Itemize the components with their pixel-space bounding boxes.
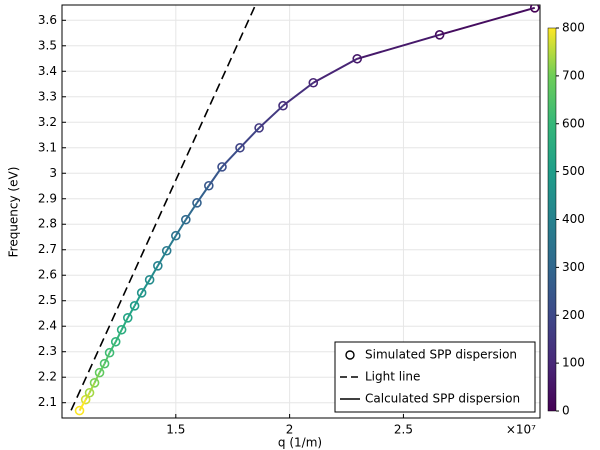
x-axis-label: q (1/m) — [278, 436, 322, 450]
y-tick-label: 2.5 — [38, 293, 57, 307]
line-segment — [282, 81, 314, 107]
colorbar-tick-label: 400 — [562, 212, 585, 226]
x-tick-label: 2 — [286, 423, 294, 437]
legend-box — [334, 341, 536, 413]
colorbar-tick-label: 600 — [562, 116, 585, 130]
marker — [89, 378, 100, 388]
marker — [99, 358, 110, 369]
line-segment — [165, 235, 177, 252]
y-tick-label: 2.7 — [38, 242, 57, 256]
colorbar-tick-label: 0 — [562, 404, 570, 418]
legend-label: Calculated SPP dispersion — [365, 392, 520, 406]
legend-label: Simulated SPP dispersion — [365, 348, 517, 362]
marker — [171, 230, 181, 241]
y-tick-label: 2.9 — [38, 191, 57, 205]
colorbar-tick-label: 700 — [562, 68, 585, 82]
colorbar-tick-label: 800 — [562, 21, 585, 35]
marker — [529, 5, 540, 13]
y-tick-label: 3.1 — [38, 140, 57, 154]
marker — [352, 53, 363, 64]
line — [70, 5, 257, 411]
y-tick-label: 2.3 — [38, 344, 57, 358]
marker — [192, 198, 202, 208]
line-segment — [207, 166, 223, 187]
line-segment — [140, 279, 151, 294]
marker — [308, 77, 319, 88]
marker — [84, 387, 95, 398]
y-tick-label: 2.8 — [38, 217, 57, 231]
y-axis-label: Frequency (eV) — [7, 167, 21, 258]
marker — [153, 261, 163, 271]
legend-label: Light line — [365, 370, 420, 384]
legend: Simulated SPP dispersion Light line Calcul… — [334, 341, 536, 413]
line-segment — [439, 6, 536, 36]
line-segment — [120, 317, 129, 331]
marker — [181, 214, 191, 225]
y-tick-label: 2.4 — [38, 319, 57, 333]
plot-frame — [61, 4, 541, 419]
y-tick-label: 3.6 — [38, 13, 57, 27]
line-segment — [126, 305, 136, 319]
y-tick-label: 3 — [49, 166, 57, 180]
marker — [122, 313, 133, 323]
marker — [74, 405, 85, 416]
legend-marker — [345, 350, 355, 360]
line-segment — [174, 219, 187, 237]
y-tick-label: 2.6 — [38, 268, 57, 282]
marker — [278, 100, 288, 111]
y-tick-label: 2.2 — [38, 370, 57, 384]
colorbar-tick-label: 200 — [562, 308, 585, 322]
y-tick-label: 3.4 — [38, 64, 57, 78]
line-segment — [103, 352, 111, 365]
y-tick-label: 3.3 — [38, 89, 57, 103]
marker — [217, 162, 227, 172]
marker — [254, 123, 264, 133]
colorbar-tick-label: 100 — [562, 356, 585, 370]
line-segment — [93, 372, 101, 384]
line-segment — [88, 382, 96, 394]
colorbar-tick-label: 500 — [562, 164, 585, 178]
marker — [136, 288, 147, 298]
marker — [94, 367, 105, 378]
marker — [144, 275, 155, 285]
marker — [235, 142, 245, 153]
y-tick-label: 3.2 — [38, 115, 57, 129]
marker — [129, 301, 140, 311]
colorbar — [547, 27, 557, 412]
line-segment — [78, 399, 87, 412]
line-segment — [258, 104, 284, 129]
line-segment — [196, 185, 210, 204]
marker — [204, 180, 214, 191]
line-segment — [356, 33, 440, 60]
line-segment — [221, 147, 241, 168]
line-segment — [114, 329, 123, 343]
x-tick-label: 1.5 — [166, 423, 185, 437]
marker — [161, 245, 172, 256]
plot-content — [70, 5, 540, 416]
marker — [110, 336, 121, 347]
line-segment — [84, 392, 91, 401]
marker — [116, 324, 127, 335]
marker — [434, 30, 445, 40]
y-tick-label: 2.1 — [38, 395, 57, 409]
y-tick-label: 3.5 — [38, 38, 57, 52]
line-segment — [239, 127, 260, 149]
line-segment — [133, 292, 143, 307]
marker — [80, 394, 91, 405]
line-segment — [156, 250, 168, 267]
line-segment — [108, 341, 117, 354]
line-segment — [312, 57, 358, 84]
line-segment — [98, 363, 106, 374]
marker — [104, 347, 115, 358]
colorbar-tick-label: 300 — [562, 260, 585, 274]
x-tick-label: 2.5 — [394, 423, 413, 437]
x-multiplier: ×10⁷ — [506, 423, 536, 437]
line-segment — [148, 265, 159, 281]
line-segment — [184, 202, 198, 221]
